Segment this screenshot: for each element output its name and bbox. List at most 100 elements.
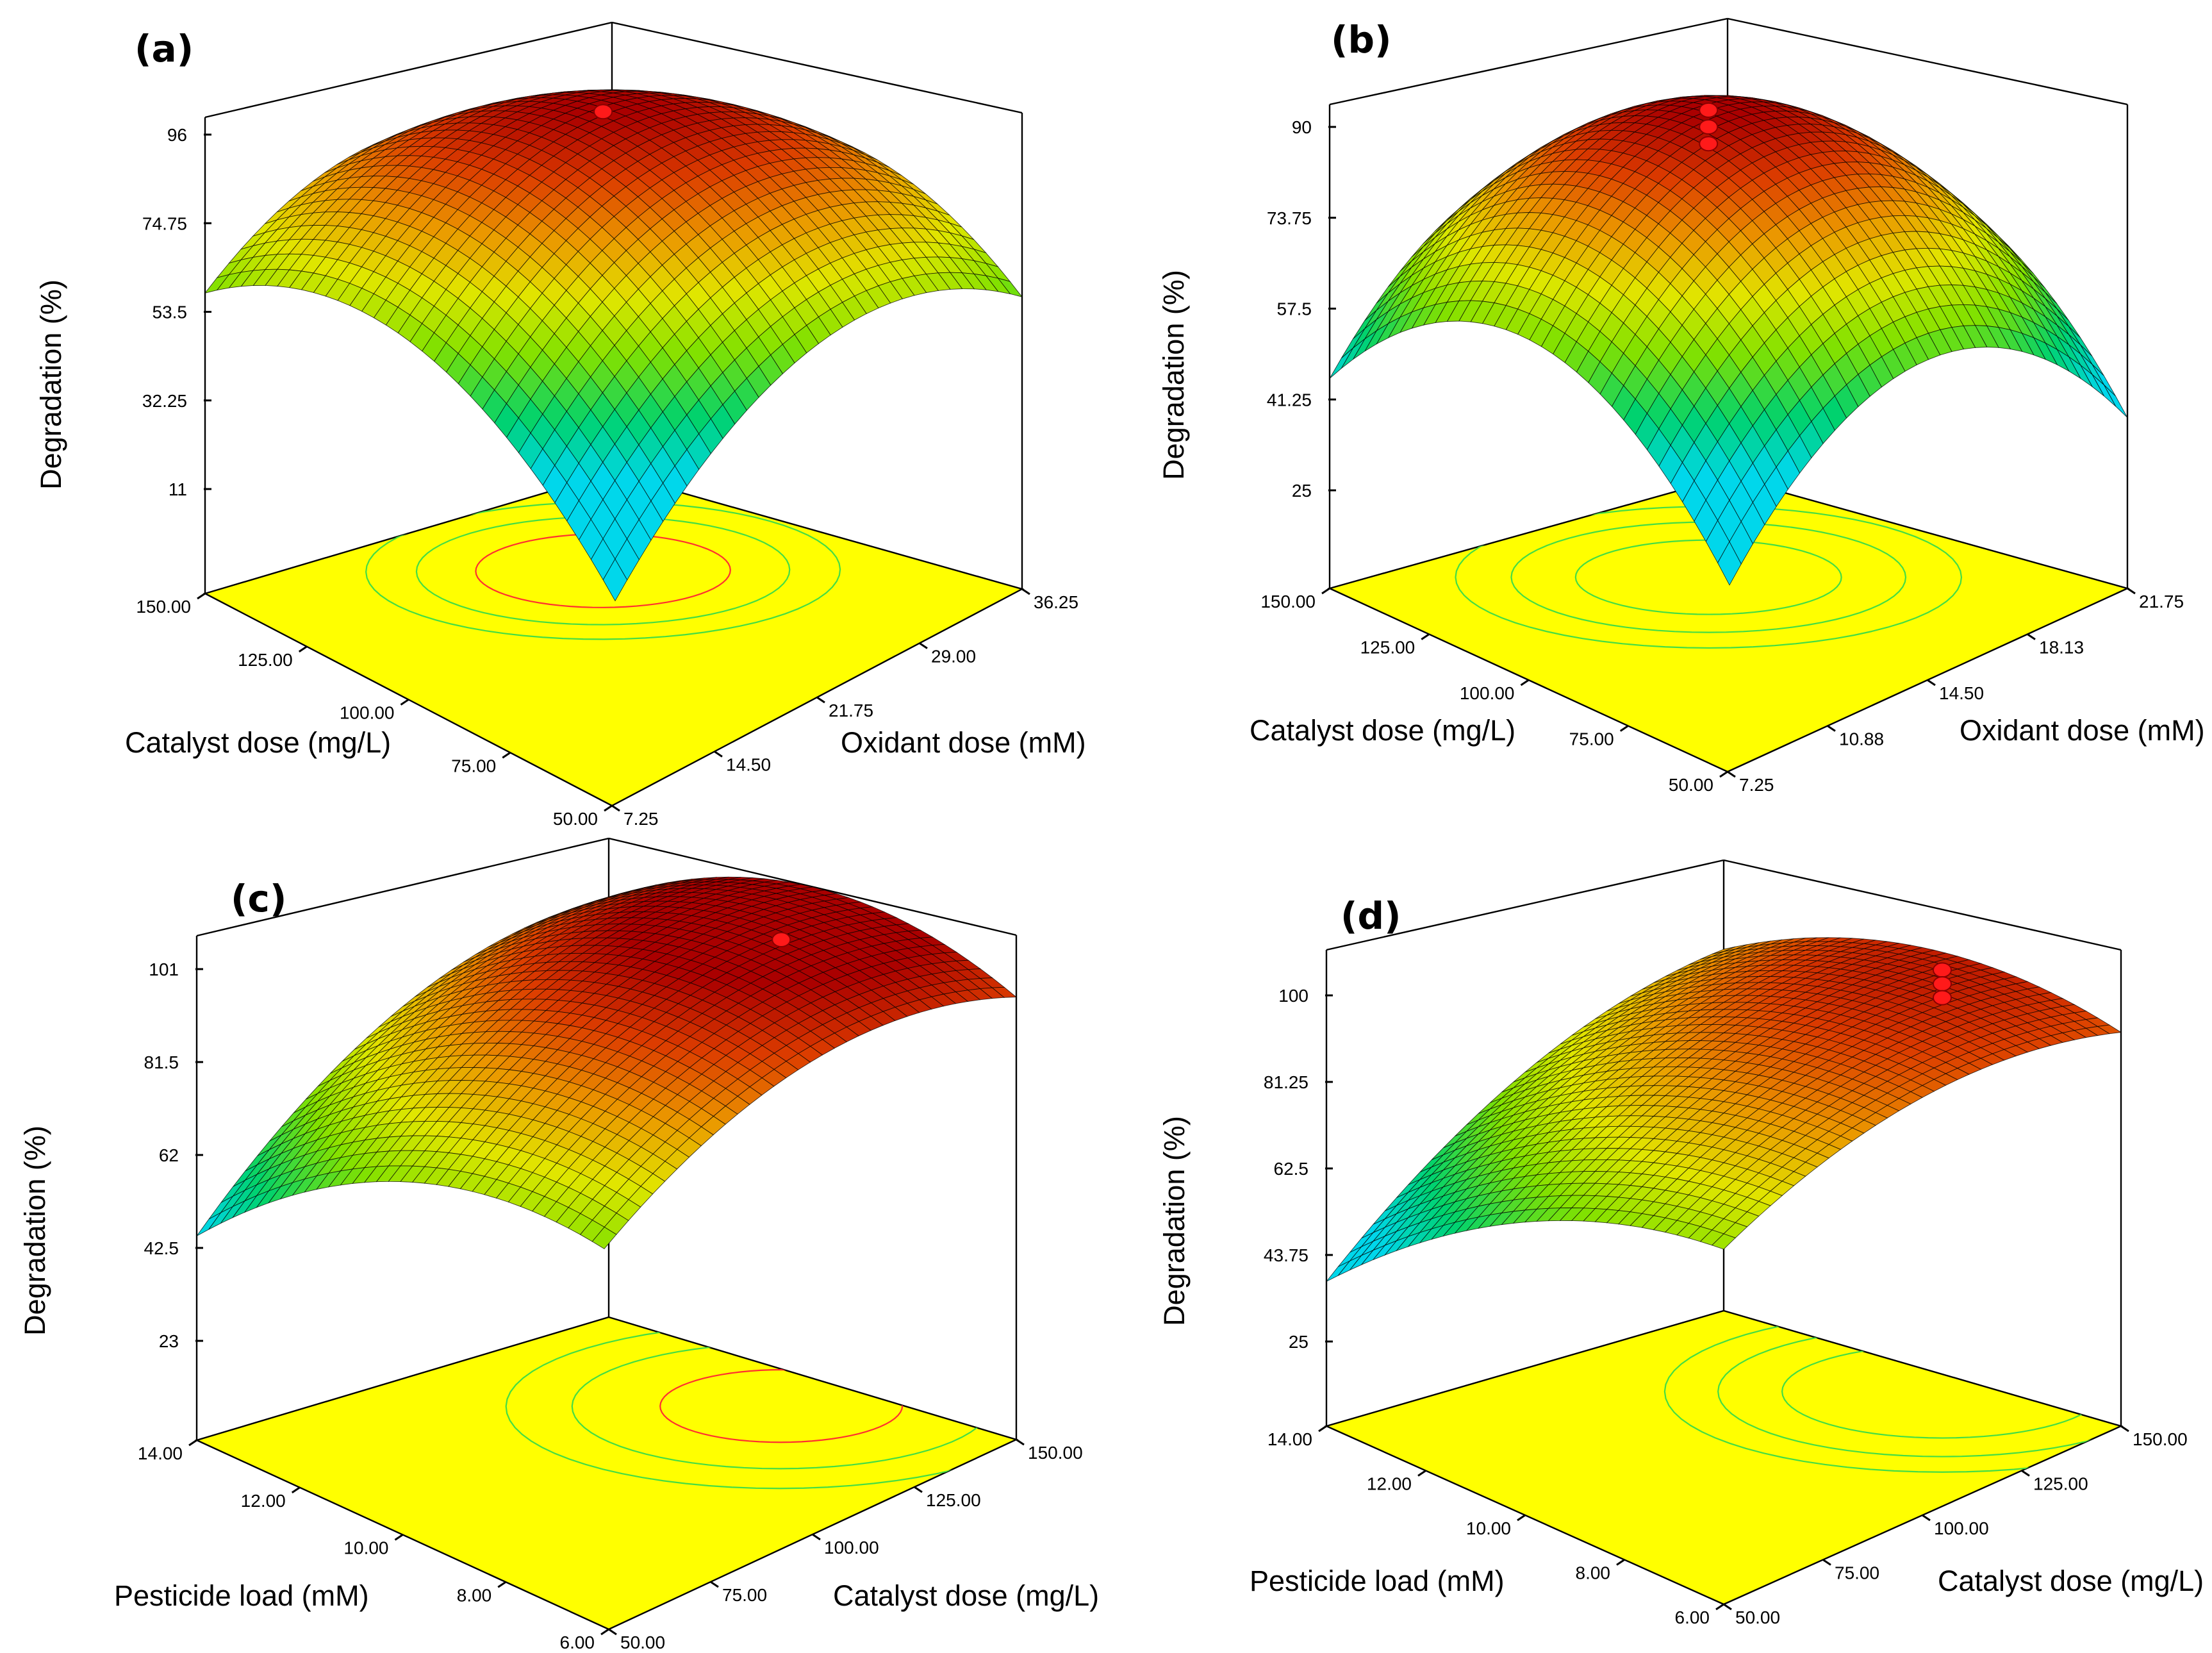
right-tick (2027, 633, 2036, 640)
z-tick-label: 11 (169, 479, 187, 499)
surface-cell (2104, 385, 2128, 418)
left-tick-label: 50.00 (1669, 775, 1713, 795)
contour-line-a (415, 515, 791, 626)
left-tick (394, 1534, 404, 1541)
left-tick (291, 1486, 301, 1493)
right-tick-label: 18.13 (2039, 638, 2084, 658)
right-tick-label: 75.00 (722, 1585, 767, 1605)
surface-d (1326, 937, 2122, 1282)
left-tick (197, 592, 206, 600)
right-axis-title-a: Oxidant dose (mM) (841, 726, 1086, 759)
right-tick (710, 1581, 719, 1588)
right-tick-label: 14.50 (1939, 683, 1984, 703)
floor-d (1324, 1309, 2124, 1606)
left-tick-label: 6.00 (1675, 1607, 1710, 1627)
z-axis-title-c: Degradation (%) (19, 1126, 51, 1336)
right-tick-label: 21.75 (2139, 592, 2184, 611)
right-tick-label: 100.00 (1934, 1518, 1989, 1538)
right-tick-label: 125.00 (2033, 1474, 2088, 1494)
left-tick (502, 752, 511, 759)
left-tick (1318, 1425, 1327, 1433)
z-tick-label: 53.5 (153, 303, 188, 322)
left-tick (1616, 1559, 1625, 1566)
frame-edge-top-right (1727, 17, 2128, 106)
panel-label-b: (b) (1331, 18, 1392, 62)
right-tick (1727, 770, 1736, 778)
z-tick-label: 62 (159, 1145, 179, 1165)
right-tick-label: 7.25 (623, 809, 659, 829)
right-tick (714, 751, 723, 758)
z-tick-label: 57.5 (1277, 299, 1312, 319)
left-tick (1520, 679, 1530, 686)
right-tick-label: 150.00 (1028, 1443, 1083, 1463)
left-tick-label: 14.00 (138, 1443, 183, 1463)
left-tick-label: 6.00 (560, 1632, 595, 1652)
left-axis-title-b: Catalyst dose (mg/L) (1250, 714, 1515, 747)
right-axis-title-c: Catalyst dose (mg/L) (833, 1579, 1099, 1612)
points-d (1933, 962, 1952, 1006)
z-tick-label: 62.5 (1274, 1159, 1309, 1179)
left-tick-label: 100.00 (340, 703, 395, 723)
design-point (1933, 990, 1952, 1006)
right-tick (1021, 588, 1030, 595)
right-tick (919, 642, 928, 649)
z-tick-label: 25 (1289, 1332, 1308, 1352)
right-tick-label: 50.00 (1735, 1607, 1780, 1627)
right-tick-label: 7.25 (1739, 775, 1774, 795)
left-axis-title-d: Pesticide load (mM) (1250, 1565, 1505, 1597)
contour-line-b (1510, 521, 1907, 633)
right-axis-title-d: Catalyst dose (mg/L) (1938, 1565, 2204, 1597)
z-tick-label: 96 (167, 125, 187, 145)
left-tick-label: 125.00 (238, 650, 293, 670)
left-tick (1517, 1514, 1526, 1522)
right-tick (1827, 725, 1836, 732)
right-tick (1922, 1514, 1931, 1522)
left-tick (1421, 633, 1430, 640)
left-tick-label: 12.00 (241, 1491, 286, 1511)
left-tick (1719, 770, 1728, 778)
right-tick-label: 14.50 (726, 755, 771, 775)
right-tick (2120, 1425, 2129, 1433)
right-tick (2021, 1470, 2030, 1477)
surface-a (204, 89, 1023, 602)
right-tick (608, 1628, 617, 1636)
right-tick-label: 10.88 (1839, 729, 1884, 749)
panel-label-c: (c) (231, 877, 286, 920)
left-tick (497, 1581, 507, 1588)
z-tick-label: 100 (1278, 986, 1308, 1006)
z-tick-label: 32.25 (142, 391, 187, 411)
right-tick (1822, 1559, 1831, 1566)
right-tick-label: 29.00 (931, 647, 976, 667)
design-point (1933, 976, 1952, 992)
right-tick-label: 75.00 (1835, 1563, 1879, 1583)
left-tick (600, 1628, 609, 1636)
left-tick (1321, 587, 1330, 595)
z-tick-label: 41.25 (1267, 390, 1312, 410)
frame-edge-top-left (204, 21, 613, 119)
left-tick-label: 12.00 (1367, 1474, 1412, 1494)
surface-cell (1329, 347, 1353, 379)
right-tick (1927, 679, 1936, 686)
left-tick-label: 14.00 (1267, 1429, 1312, 1449)
left-tick (1417, 1470, 1426, 1477)
left-tick-label: 10.00 (1466, 1518, 1511, 1538)
right-axis-title-b: Oxidant dose (mM) (1960, 714, 2205, 747)
frame-edge-top-right (611, 21, 1023, 114)
right-tick (1016, 1438, 1025, 1446)
design-point (772, 932, 791, 948)
z-axis-title-b: Degradation (%) (1157, 270, 1190, 480)
left-tick (1619, 725, 1629, 732)
left-axis-title-a: Catalyst dose (mg/L) (125, 726, 391, 759)
z-tick-label: 74.75 (142, 213, 187, 233)
left-tick (298, 645, 308, 652)
frame-edge-top-left (1329, 17, 1728, 106)
z-tick-label: 73.75 (1267, 208, 1312, 228)
design-point (593, 104, 613, 120)
left-tick-label: 100.00 (1460, 683, 1515, 703)
design-point (1699, 136, 1719, 152)
left-tick-label: 150.00 (1260, 592, 1316, 611)
left-axis-title-c: Pesticide load (mM) (114, 1579, 369, 1612)
right-tick (914, 1486, 923, 1493)
panel-a: 1132.2553.574.7596150.00125.00100.0075.0… (35, 21, 1086, 829)
